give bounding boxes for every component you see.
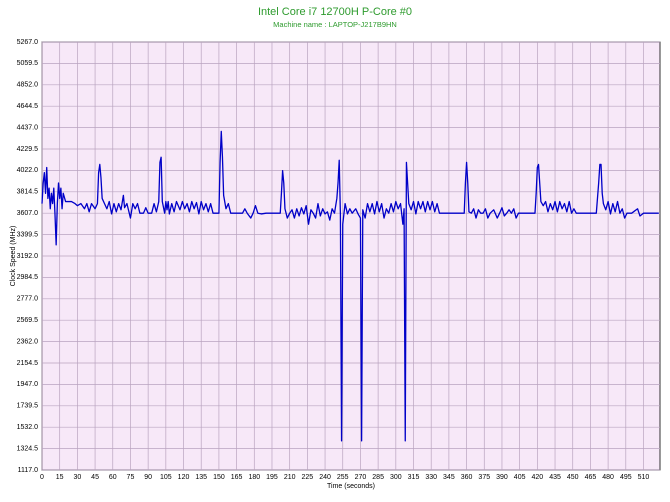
y-tick-label: 4229.5 xyxy=(17,146,39,153)
x-tick-label: 435 xyxy=(549,474,561,481)
x-tick-label: 285 xyxy=(372,474,384,481)
y-tick-label: 2362.0 xyxy=(17,338,39,345)
x-tick-label: 255 xyxy=(337,474,349,481)
y-tick-label: 3399.5 xyxy=(17,231,39,238)
x-axis-label: Time (seconds) xyxy=(327,483,375,490)
x-tick-label: 270 xyxy=(355,474,367,481)
x-tick-label: 45 xyxy=(91,474,99,481)
x-tick-label: 405 xyxy=(514,474,526,481)
x-tick-label: 345 xyxy=(443,474,455,481)
x-tick-label: 195 xyxy=(266,474,278,481)
y-tick-label: 1324.5 xyxy=(17,445,39,452)
x-tick-label: 330 xyxy=(425,474,437,481)
x-tick-label: 225 xyxy=(302,474,314,481)
x-tick-label: 390 xyxy=(496,474,508,481)
x-tick-label: 360 xyxy=(461,474,473,481)
x-tick-label: 465 xyxy=(585,474,597,481)
y-tick-label: 4852.0 xyxy=(17,82,39,89)
y-tick-label: 3814.5 xyxy=(17,189,39,196)
x-tick-label: 420 xyxy=(531,474,543,481)
x-tick-label: 510 xyxy=(638,474,650,481)
x-tick-label: 210 xyxy=(284,474,296,481)
y-tick-label: 1117.0 xyxy=(18,467,38,474)
x-tick-label: 135 xyxy=(195,474,207,481)
y-axis-label: Clock Speed (MHz) xyxy=(10,226,17,287)
x-tick-label: 15 xyxy=(56,474,64,481)
y-tick-label: 3607.0 xyxy=(17,210,39,217)
x-tick-label: 300 xyxy=(390,474,402,481)
x-tick-label: 60 xyxy=(109,474,117,481)
x-tick-label: 75 xyxy=(127,474,135,481)
y-tick-label: 3192.0 xyxy=(17,253,39,260)
x-tick-label: 315 xyxy=(408,474,420,481)
y-tick-label: 4644.5 xyxy=(17,103,39,110)
data-line xyxy=(41,130,659,442)
x-tick-label: 0 xyxy=(40,474,44,481)
x-tick-label: 480 xyxy=(602,474,614,481)
x-tick-label: 105 xyxy=(160,474,172,481)
x-tick-label: 495 xyxy=(620,474,632,481)
y-tick-label: 1739.5 xyxy=(17,403,39,410)
x-tick-label: 30 xyxy=(73,474,81,481)
y-tick-label: 5267.0 xyxy=(17,39,39,46)
y-tick-label: 1947.0 xyxy=(17,381,39,388)
y-tick-label: 2777.0 xyxy=(17,296,39,303)
x-tick-label: 165 xyxy=(231,474,243,481)
y-tick-label: 4437.0 xyxy=(17,124,39,131)
x-tick-label: 375 xyxy=(478,474,490,481)
chart-subtitle: Machine name : LAPTOP-J217B9HN xyxy=(273,20,397,29)
x-tick-label: 90 xyxy=(144,474,152,481)
y-tick-label: 2569.5 xyxy=(17,317,39,324)
y-tick-label: 5059.5 xyxy=(17,60,39,67)
x-tick-label: 450 xyxy=(567,474,579,481)
y-tick-label: 1532.0 xyxy=(17,424,39,431)
x-tick-label: 180 xyxy=(248,474,260,481)
y-tick-label: 4022.0 xyxy=(17,167,39,174)
x-tick-label: 240 xyxy=(319,474,331,481)
y-tick-label: 2154.5 xyxy=(17,360,39,367)
x-tick-label: 150 xyxy=(213,474,225,481)
chart-title: Intel Core i7 12700H P-Core #0 xyxy=(258,6,412,18)
x-tick-label: 120 xyxy=(178,474,190,481)
y-tick-label: 2984.5 xyxy=(17,274,39,281)
